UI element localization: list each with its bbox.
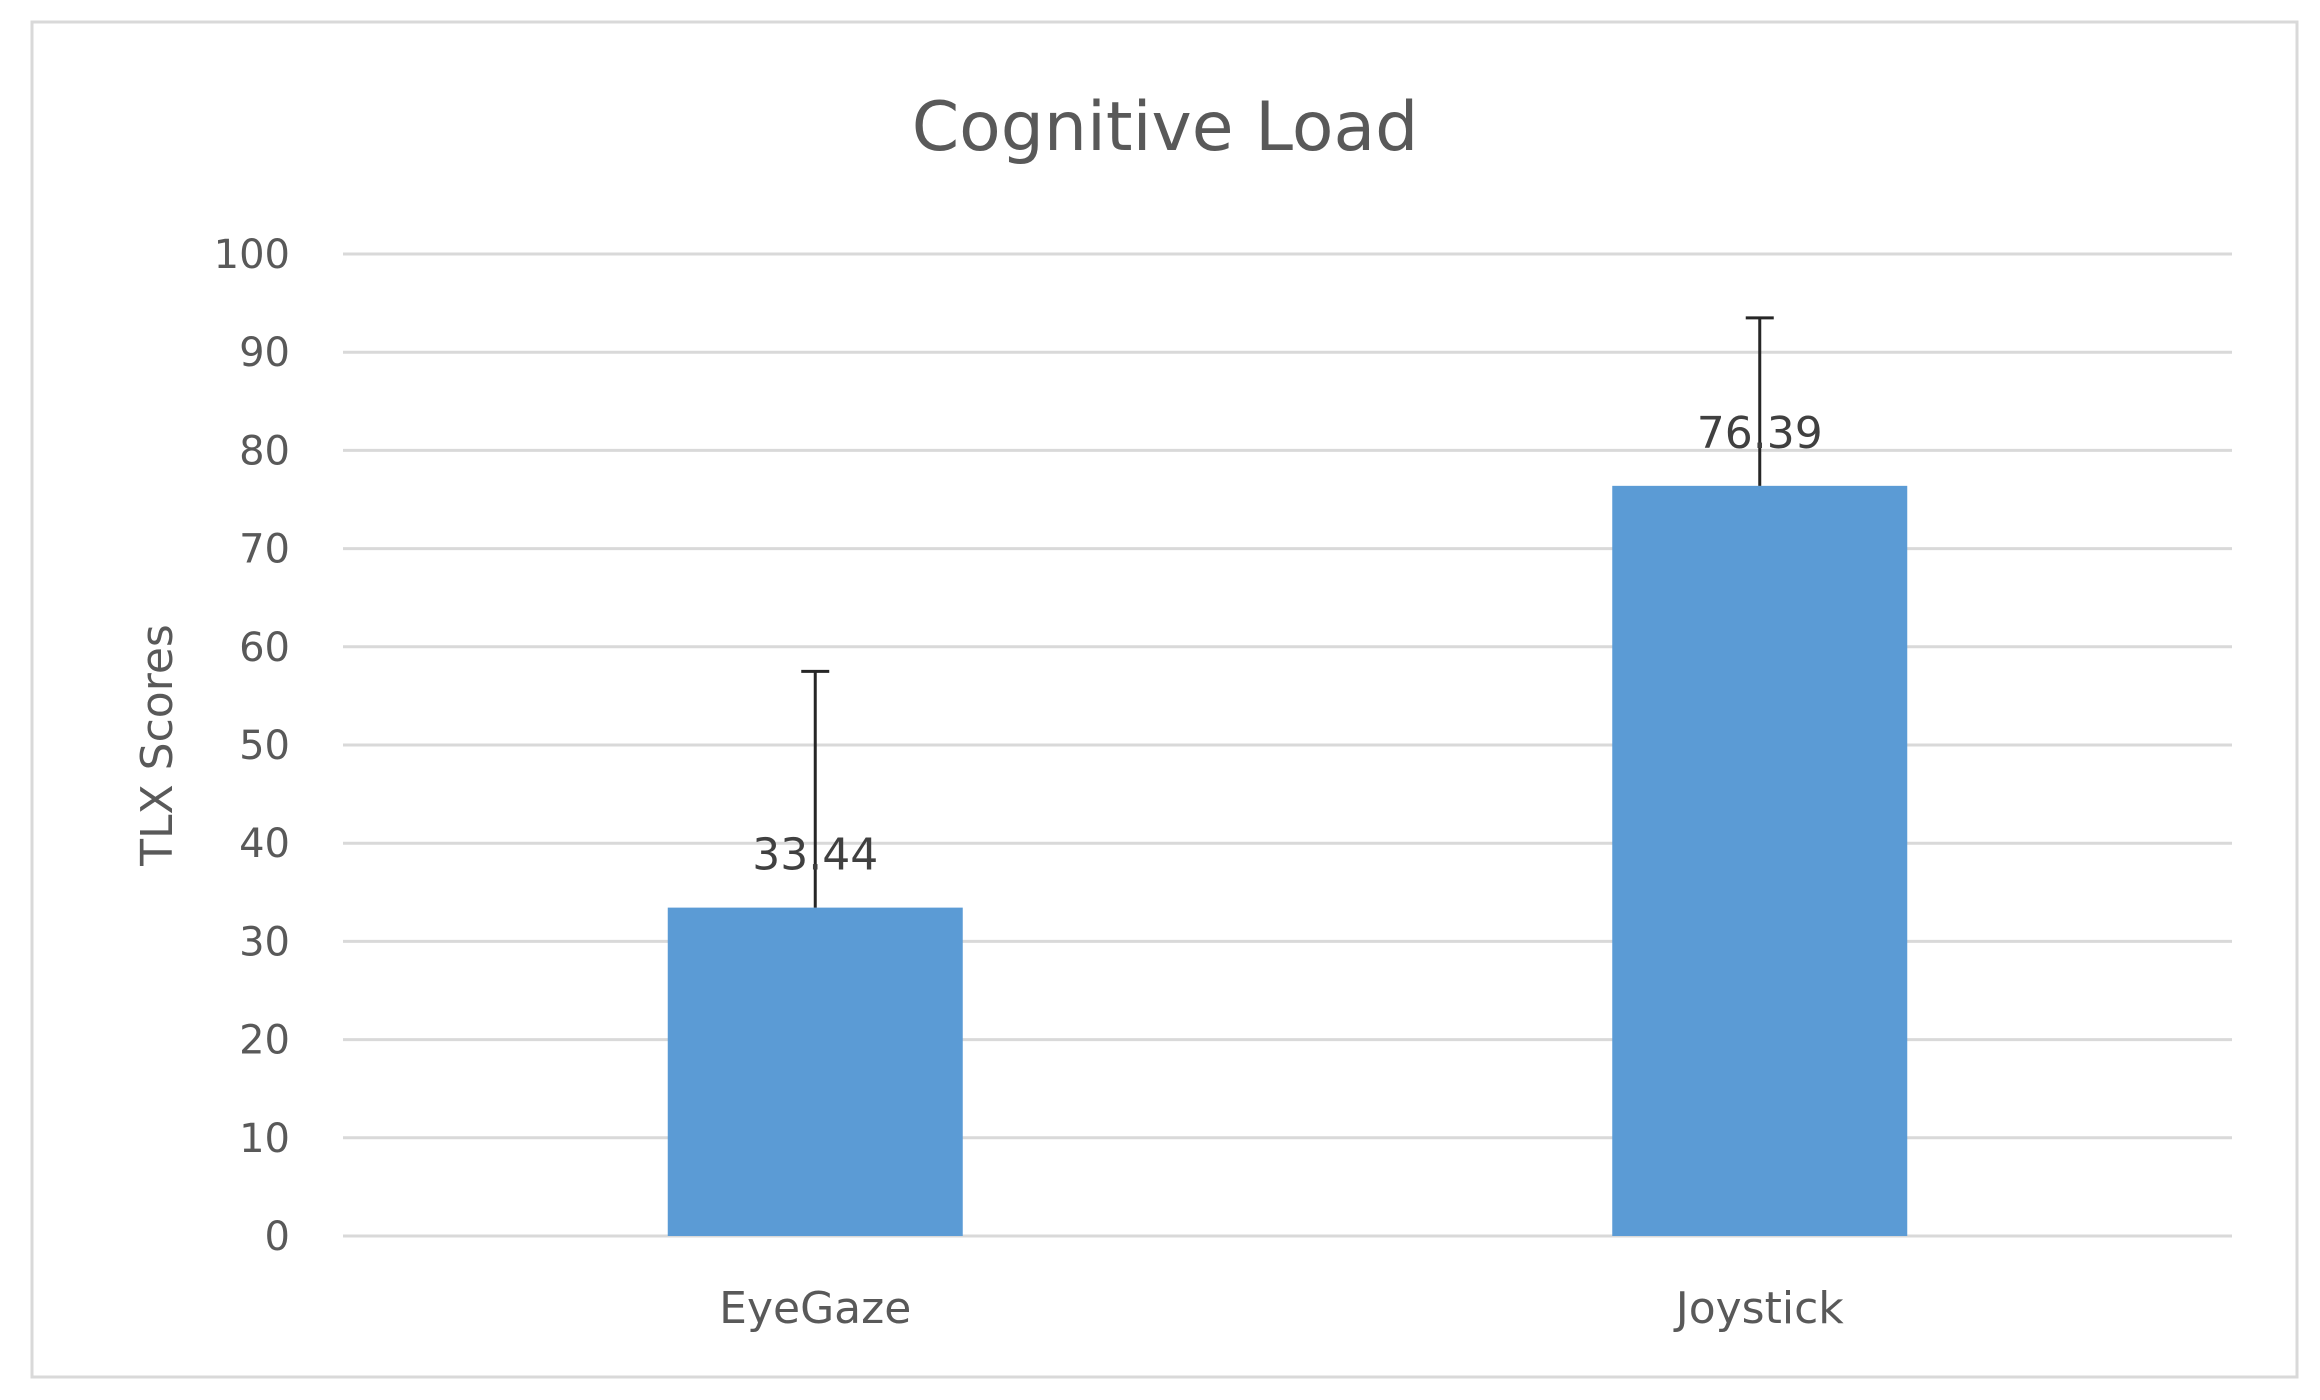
y-tick-label: 50 (239, 723, 290, 769)
y-tick-label: 70 (239, 527, 290, 573)
y-axis-ticks: 0 10 20 30 40 50 60 70 80 90 100 (214, 232, 290, 1260)
gridlines (343, 252, 2232, 1238)
error-bars (801, 316, 1774, 908)
y-axis-title: TLX Scores (132, 624, 183, 867)
y-tick-label: 80 (239, 428, 290, 474)
y-tick-label: 30 (239, 919, 290, 965)
y-tick-label: 0 (265, 1214, 290, 1260)
chart-title: Cognitive Load (912, 88, 1419, 167)
y-tick-label: 10 (239, 1116, 290, 1162)
bars (667, 485, 1908, 1236)
x-tick-label: EyeGaze (719, 1283, 911, 1334)
y-tick-label: 20 (239, 1018, 290, 1064)
data-labels: 33.44 76.39 (752, 408, 1822, 881)
y-tick-label: 40 (239, 821, 290, 867)
x-axis-labels: EyeGaze Joystick (719, 1283, 1844, 1334)
data-label: 33.44 (752, 830, 878, 881)
bar (667, 907, 963, 1236)
y-tick-label: 90 (239, 330, 290, 376)
data-label: 76.39 (1697, 408, 1823, 459)
y-tick-label: 100 (214, 232, 290, 278)
y-tick-label: 60 (239, 625, 290, 671)
chart-border (30, 20, 2299, 1379)
x-tick-label: Joystick (1673, 1283, 1845, 1334)
bar (1612, 485, 1908, 1236)
